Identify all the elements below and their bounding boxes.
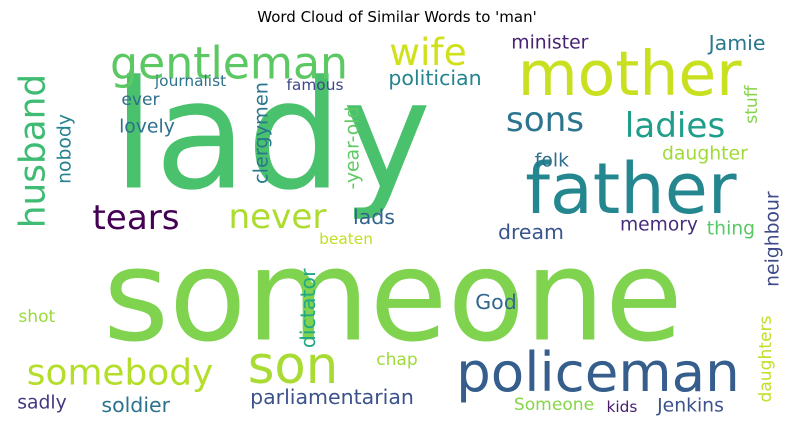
word-shot: shot (18, 307, 55, 327)
word-thing: thing (707, 219, 755, 240)
word-gentleman: gentleman (110, 39, 348, 90)
word-sons: sons (506, 100, 584, 140)
word-someone: someone (103, 223, 683, 370)
word-somebody: somebody (27, 353, 213, 394)
word-politician: politician (388, 66, 481, 90)
word-daughter: daughter (662, 144, 748, 165)
word-nobody: nobody (55, 114, 76, 184)
word-ladies: ladies (625, 106, 725, 146)
word-journalist: journalist (154, 72, 226, 90)
word-year-old: -year-old (343, 107, 364, 190)
word-ever: ever (121, 90, 160, 110)
word-neighbour: neighbour (763, 191, 784, 287)
word-dream: dream (498, 220, 564, 244)
word-chap: chap (376, 350, 418, 370)
word-father: father (525, 148, 737, 230)
word-mother: mother (518, 38, 743, 110)
word-famous: famous (287, 76, 344, 94)
word-parliamentarian: parliamentarian (250, 385, 414, 409)
word-jamie: Jamie (707, 31, 766, 55)
word-god: God (475, 290, 516, 314)
word-folk: folk (535, 151, 569, 172)
word-memory: memory (620, 215, 698, 236)
word-stuff: stuff (742, 84, 762, 123)
word-husband: husband (13, 74, 54, 229)
word-dictator: dictator (296, 268, 320, 348)
word-kids: kids (607, 398, 638, 416)
word-minister: minister (511, 33, 588, 54)
word-policeman: policeman (456, 340, 740, 404)
word-daughters: daughters (756, 315, 776, 402)
word-sadly: sadly (17, 393, 67, 414)
word-wife: wife (389, 30, 467, 74)
word-clergymen: clergymen (250, 82, 273, 184)
word-lady: lady (113, 49, 431, 224)
word-someone-capitalized: Someone (514, 395, 594, 415)
word-tears: tears (92, 198, 179, 238)
word-son: son (248, 336, 339, 396)
word-lovely: lovely (119, 117, 175, 138)
word-soldier: soldier (101, 393, 170, 417)
word-jenkins: Jenkins (656, 396, 724, 417)
chart-title: Word Cloud of Similar Words to 'man' (257, 8, 537, 26)
word-beaten: beaten (319, 230, 373, 248)
word-lads: lads (353, 205, 395, 229)
word-never: never (229, 197, 328, 237)
